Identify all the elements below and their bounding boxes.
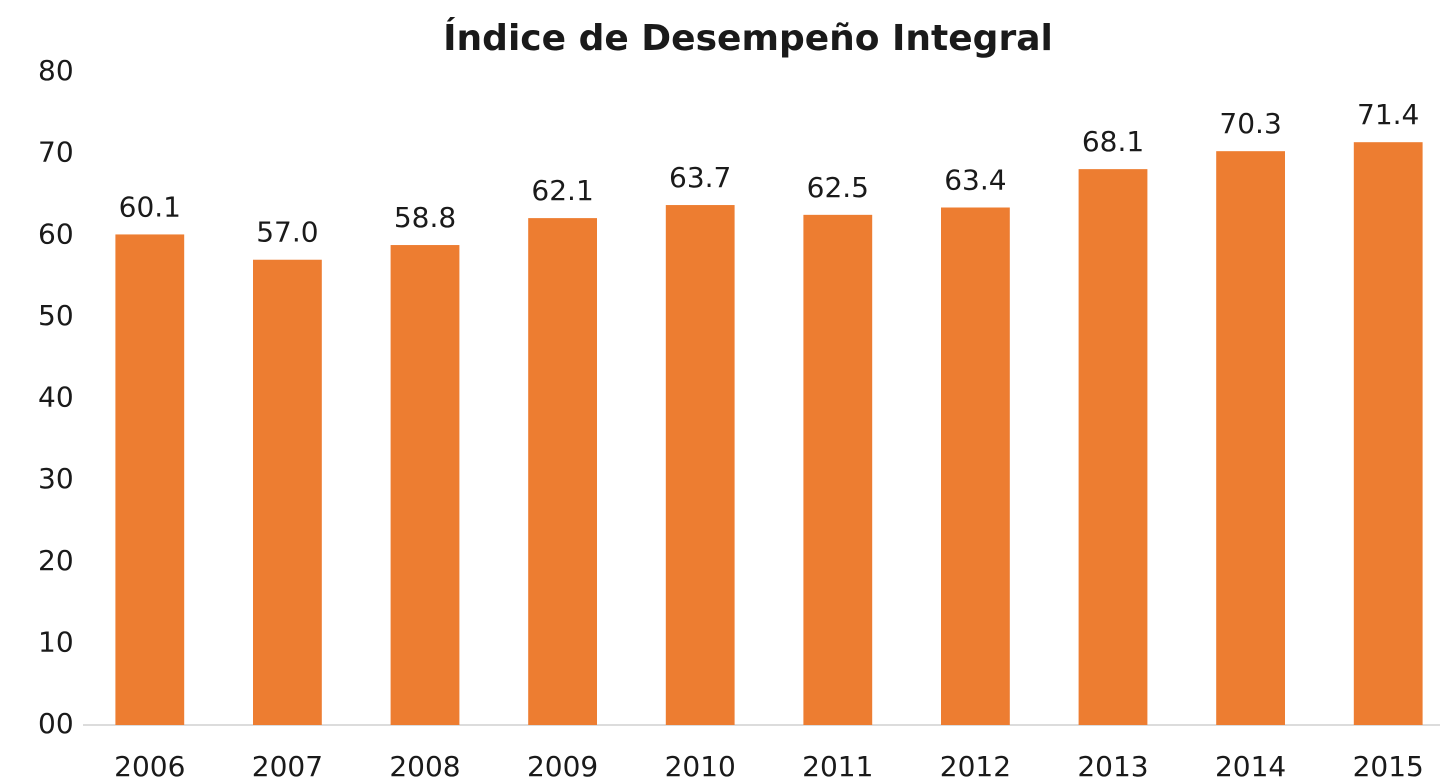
x-tick-label: 2009 — [527, 750, 598, 782]
y-tick-label: 40 — [38, 381, 74, 414]
x-tick-label: 2012 — [940, 750, 1011, 782]
y-tick-label: 20 — [38, 544, 74, 577]
data-label: 63.7 — [669, 161, 731, 194]
bar — [528, 218, 597, 725]
y-tick-label: 70 — [38, 136, 74, 169]
bar — [665, 205, 735, 725]
x-tick-label: 2015 — [1353, 750, 1424, 782]
bar — [1078, 169, 1148, 726]
y-tick-label: 50 — [38, 299, 74, 332]
x-tick-label: 2013 — [1077, 750, 1148, 782]
x-tick-label: 2008 — [389, 750, 460, 782]
y-tick-label: 00 — [38, 707, 74, 740]
bar — [1353, 142, 1423, 725]
x-tick-label: 2010 — [665, 750, 736, 782]
chart-title: Índice de Desempeño Integral — [443, 17, 1053, 59]
y-tick-label: 10 — [38, 625, 74, 658]
data-label: 60.1 — [119, 190, 181, 223]
data-label: 62.5 — [807, 171, 869, 204]
data-label: 62.1 — [531, 174, 593, 207]
data-label: 68.1 — [1082, 125, 1144, 158]
y-tick-label: 60 — [38, 217, 74, 250]
x-tick-label: 2006 — [114, 750, 185, 782]
y-tick-label: 80 — [38, 54, 74, 87]
bar — [941, 207, 1010, 725]
data-label: 57.0 — [256, 216, 318, 249]
data-label: 71.4 — [1357, 98, 1419, 131]
x-tick-label: 2007 — [252, 750, 323, 782]
bar — [253, 259, 322, 725]
data-label: 63.4 — [944, 163, 1006, 196]
data-label: 70.3 — [1219, 107, 1281, 140]
bar — [390, 245, 460, 726]
x-tick-label: 2014 — [1215, 750, 1286, 782]
bar — [1216, 151, 1285, 725]
y-tick-label: 30 — [38, 462, 74, 495]
bar — [115, 234, 185, 725]
x-tick-label: 2011 — [802, 750, 873, 782]
data-label: 58.8 — [394, 201, 456, 234]
bar — [803, 214, 873, 725]
